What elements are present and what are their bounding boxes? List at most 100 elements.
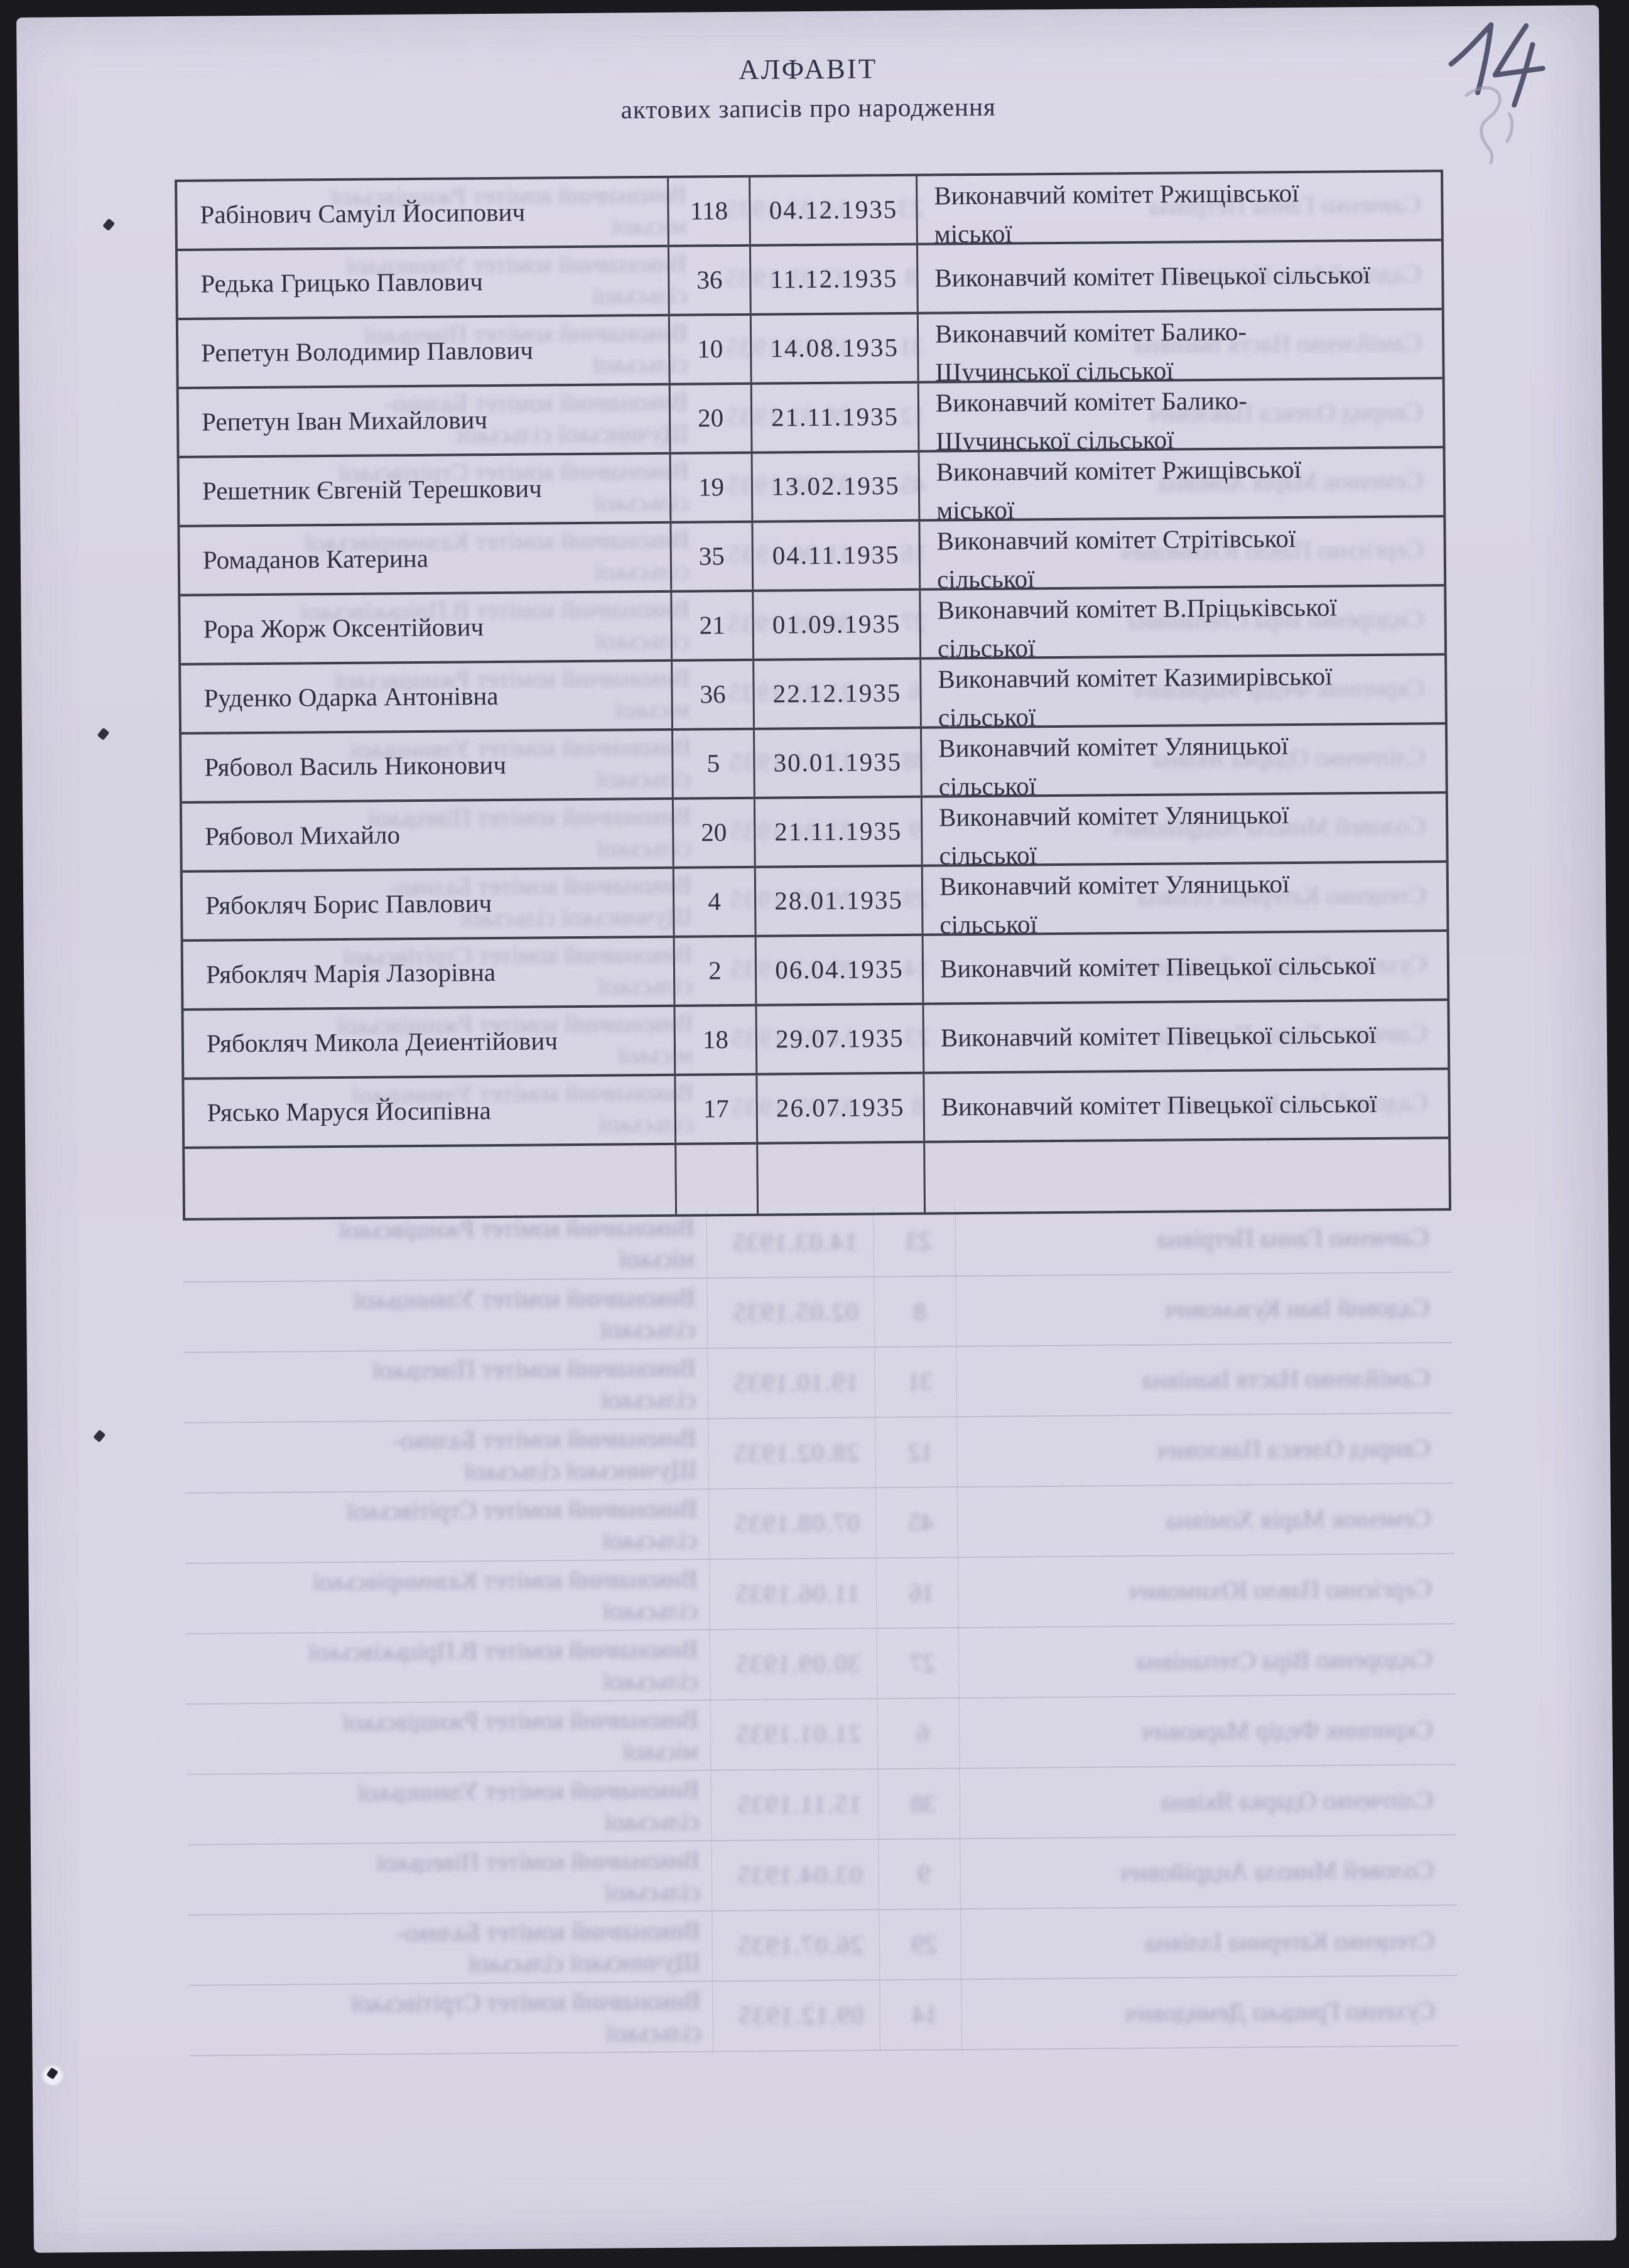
page-subtitle: актових записів про народження <box>620 92 996 124</box>
punch-mark <box>97 727 110 741</box>
table-row-empty <box>185 1139 1449 1218</box>
authority-line-2: сільської <box>938 702 1036 726</box>
record-date: 30.01.1935 <box>755 728 923 797</box>
authority-line-2: сільської <box>937 633 1036 657</box>
table-row: Рябовол Василь Никонович 5 30.01.1935 Викон… <box>181 725 1446 804</box>
record-date: 06.04.1935 <box>756 936 924 1004</box>
authority-line-2: сільської <box>939 840 1037 865</box>
authority-line-1: Виконавчий комітет Уляницької <box>938 731 1289 763</box>
record-name: Рябокляч Микола Деиентійович <box>183 1007 676 1077</box>
record-number: 18 <box>675 1006 758 1074</box>
record-authority: Виконавчий комітет Ржищівської міської <box>917 172 1441 243</box>
record-name: Репетун Іван Михайлович <box>178 385 671 456</box>
bleedthrough-row: Садовий Іван Кузьмович 8 02.05.1935 Виконав… <box>183 1273 1453 1353</box>
record-authority: Виконавчий комітет Балико- Щучинської сіл… <box>919 310 1442 381</box>
table-row: Редька Грицько Павлович 36 11.12.1935 Викон… <box>177 241 1442 320</box>
record-number: 19 <box>671 453 754 521</box>
record-authority: Виконавчий комітет Півецької сільської <box>924 1070 1448 1141</box>
record-number: 118 <box>669 177 751 245</box>
table-row: Рясько Маруся Йосипівна 17 26.07.1935 Викон… <box>184 1070 1449 1149</box>
record-date: 13.02.1935 <box>752 452 921 521</box>
record-date: 21.11.1935 <box>752 383 920 451</box>
record-number: 4 <box>674 868 757 936</box>
record-date: 21.11.1935 <box>755 797 923 866</box>
bleedthrough-row: Соловей Микола Андрійович 9 03.04.1935 Вико… <box>187 1835 1457 1916</box>
bleedthrough-row: Самійленко Настя Іванівна 31 19.10.1935 Вик… <box>183 1343 1453 1423</box>
empty-cell <box>676 1144 759 1214</box>
record-name: Рябовол Василь Никонович <box>181 730 674 801</box>
record-date: 04.12.1935 <box>750 176 918 244</box>
document-page: Савченко Ганна Петрівна 23 14.03.1935 Викон… <box>16 5 1616 2253</box>
record-number: 36 <box>669 246 752 314</box>
table-row: Рябокляч Микола Деиентійович 18 29.07.1935… <box>183 1001 1448 1080</box>
record-authority: Виконавчий комітет Уляницької сільської <box>923 863 1447 934</box>
record-authority: Виконавчий комітет Півецької сільської <box>924 932 1448 1003</box>
record-authority: Виконавчий комітет Уляницької сільської <box>923 794 1446 865</box>
record-authority: Виконавчий комітет Ржищівської міської <box>920 448 1444 519</box>
bleedthrough-reverse-table: Савченко Ганна Петрівна 23 14.03.1935 Викон… <box>183 1202 1458 2056</box>
table-row: Руденко Одарка Антонівна 36 22.12.1935 Вико… <box>181 656 1445 735</box>
bleedthrough-row: Стеценко Катерина Іллівна 29 26.07.1935 Вик… <box>188 1906 1458 1986</box>
bleedthrough-row: Свирид Олекса Павлович 12 28.02.1935 Викона… <box>184 1413 1454 1494</box>
record-date: 11.12.1935 <box>750 245 919 313</box>
authority-line-1: Виконавчий комітет Півецької сільської <box>939 951 1376 983</box>
record-authority: Виконавчий комітет Півецької сільської <box>918 241 1442 312</box>
empty-cell <box>758 1143 926 1214</box>
handwritten-page-number <box>1448 22 1545 108</box>
record-authority: Виконавчий комітет Казимирівської сільськ… <box>921 656 1445 726</box>
record-number: 2 <box>674 937 757 1005</box>
record-name: Решетник Євгеній Терешкович <box>179 454 672 525</box>
document-header: АЛФАВІТ актових записів про народження <box>17 46 1600 129</box>
record-date: 22.12.1935 <box>754 659 922 728</box>
table-row: Рабінович Самуіл Йосипович 118 04.12.1935 В… <box>177 172 1441 251</box>
authority-line-1: Виконавчий комітет Стрітівської <box>936 523 1296 556</box>
table-row: Репетун Іван Михайлович 20 21.11.1935 Викон… <box>178 379 1443 458</box>
record-date: 04.11.1935 <box>753 521 921 590</box>
authority-line-2: міської <box>936 495 1015 519</box>
record-number: 17 <box>676 1075 759 1143</box>
record-name: Рора Жорж Оксентійович <box>180 592 673 663</box>
record-date: 26.07.1935 <box>757 1074 926 1142</box>
authority-line-1: Виконавчий комітет Ржищівської <box>936 454 1302 487</box>
authority-line-2: сільської <box>939 909 1038 934</box>
record-number: 5 <box>673 730 755 797</box>
records-table: Рабінович Самуіл Йосипович 118 04.12.1935 В… <box>175 170 1452 1221</box>
record-authority: Виконавчий комітет Балико- Щучинської сіл… <box>919 379 1443 450</box>
bleedthrough-row: Семенюк Марія Хомівна 45 07.08.1935 Виконав… <box>185 1484 1454 1564</box>
table-row: Рябокляч Марія Лазорівна 2 06.04.1935 Викон… <box>183 932 1448 1011</box>
pencil-mark <box>1464 86 1514 165</box>
bleedthrough-row: Сергієнко Павло Юхимович 16 11.06.1935 Вико… <box>185 1554 1455 1634</box>
authority-line-2: Щучинської сільської <box>935 355 1174 381</box>
punch-mark <box>102 218 116 232</box>
record-date: 01.09.1935 <box>754 590 922 659</box>
authority-line-2: міської <box>934 219 1012 243</box>
record-number: 21 <box>672 591 755 659</box>
empty-cell <box>925 1139 1449 1212</box>
page-title: АЛФАВІТ <box>738 53 878 85</box>
record-date: 28.01.1935 <box>755 867 924 935</box>
record-name: Репетун Володимир Павлович <box>178 316 671 387</box>
record-date: 29.07.1935 <box>757 1005 925 1073</box>
table-row: Рябовол Михайло 20 21.11.1935 Виконавчий ко… <box>181 794 1446 873</box>
authority-line-1: Виконавчий комітет В.Пріцьківської <box>937 592 1337 625</box>
record-name: Рабінович Самуіл Йосипович <box>177 178 669 249</box>
record-name: Руденко Одарка Антонівна <box>181 661 673 732</box>
punch-hole <box>41 2063 64 2086</box>
record-name: Рябокляч Марія Лазорівна <box>183 937 676 1008</box>
record-name: Рябокляч Борис Павлович <box>182 868 675 939</box>
record-name: Рябовол Михайло <box>181 799 674 870</box>
record-name: Ромаданов Катерина <box>180 523 673 594</box>
punch-hole-center <box>46 2067 58 2080</box>
table-row: Рора Жорж Оксентійович 21 01.09.1935 Викона… <box>180 586 1445 666</box>
bleedthrough-row: Сліпченко Одарка Яківна 38 15.11.1935 Викон… <box>187 1765 1456 1845</box>
record-name: Рясько Маруся Йосипівна <box>184 1076 677 1147</box>
record-number: 10 <box>669 315 752 383</box>
empty-cell <box>185 1145 678 1218</box>
bleedthrough-column-line <box>705 1208 714 2053</box>
record-number: 20 <box>670 384 753 452</box>
authority-line-2: сільської <box>936 564 1035 588</box>
punch-mark <box>93 1429 106 1443</box>
table-row: Решетник Євгеній Терешкович 19 13.02.1935 В… <box>179 448 1444 527</box>
record-date: 14.08.1935 <box>751 314 919 382</box>
